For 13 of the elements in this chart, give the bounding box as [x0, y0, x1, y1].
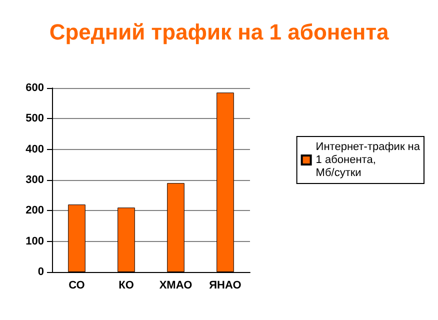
y-tick-label: 500 [26, 112, 44, 125]
x-tick-label: ХМАО [159, 280, 193, 292]
legend-label: Интернет-трафик на 1 абонента, Мб/сутки [316, 141, 421, 179]
x-tick-label: ЯНАО [209, 280, 242, 292]
y-tick-label: 400 [26, 143, 44, 156]
y-tick-label: 600 [26, 82, 44, 94]
y-tick-label: 100 [26, 235, 44, 248]
y-tick-label: 300 [26, 174, 44, 186]
chart-title: Средний трафик на 1 абонента [49, 20, 390, 44]
x-tick-label: СО [68, 280, 86, 292]
x-tick-label: КО [118, 280, 134, 292]
y-tick-label: 200 [26, 204, 44, 217]
y-tick-label: 0 [38, 266, 44, 278]
